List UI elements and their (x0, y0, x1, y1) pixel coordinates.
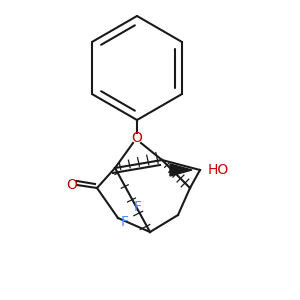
Text: HO: HO (208, 163, 229, 177)
Polygon shape (170, 164, 192, 176)
Text: O: O (132, 131, 142, 145)
Text: F: F (121, 215, 129, 229)
Text: O: O (67, 178, 77, 192)
Text: F: F (134, 200, 142, 214)
